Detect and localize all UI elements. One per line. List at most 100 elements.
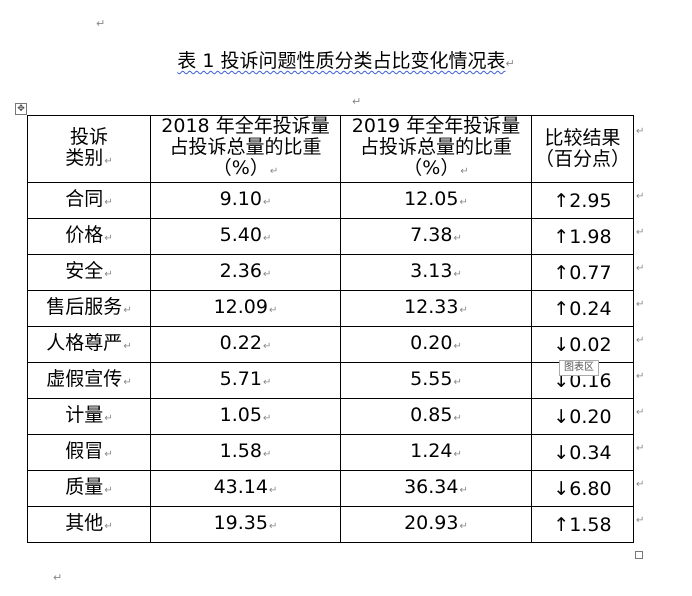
cell-end-mark: ↵ [104,412,113,424]
cell-2019[interactable]: 7.38↵ [340,218,532,255]
cell-2018[interactable]: 19.35↵ [150,506,341,543]
header-row: 投诉 类别↵ 2018 年全年投诉量 占投诉总量的比重 （%）↵ 2019 年全… [27,115,634,183]
cell-change-text: ↓0.02 [553,333,612,356]
cell-category[interactable]: 计量↵ [27,398,151,435]
cell-2018[interactable]: 5.71↵ [150,362,341,399]
cell-category[interactable]: 安全↵ [27,254,151,291]
paragraph-mark: ↵ [53,571,63,584]
table-caption: 表 1 投诉问题性质分类占比变化情况表↵ [0,46,692,73]
cell-category-text: 计量 [65,403,104,426]
cell-2019[interactable]: 1.24↵ [340,434,532,471]
cell-2018[interactable]: 2.36↵ [150,254,341,291]
header-2019[interactable]: 2019 年全年投诉量 占投诉总量的比重 （%）↵ [340,115,532,183]
cell-change[interactable]: ↓6.80 [531,470,634,507]
cell-category[interactable]: 价格↵ [27,218,151,255]
cell-change[interactable]: ↑1.58 [531,506,634,543]
cell-change[interactable]: ↑1.98 [531,218,634,255]
cell-2019-text: 7.38 [410,223,453,246]
cell-end-mark: ↵ [269,304,278,316]
cell-2018[interactable]: 12.09↵ [150,290,341,327]
header-compare[interactable]: 比较结果 （百分点） [531,115,634,183]
cell-2018[interactable]: 5.40↵ [150,218,341,255]
table-row: 合同↵ 9.10↵ 12.05↵ ↑2.95 [27,182,634,219]
cell-2018[interactable]: 1.05↵ [150,398,341,435]
cell-2019[interactable]: 12.33↵ [340,290,532,327]
row-end-mark: ↵ [636,126,645,137]
cell-change[interactable]: ↓0.34 [531,434,634,471]
paragraph-mark: ↵ [96,17,106,30]
cell-end-mark: ↵ [123,304,132,316]
cell-category-text: 虚假宣传 [46,367,123,390]
cell-2018-text: 2.36 [219,259,262,282]
cell-2018[interactable]: 43.14↵ [150,470,341,507]
cell-2019[interactable]: 20.93↵ [340,506,532,543]
cell-category-text: 安全 [65,259,104,282]
complaint-table: 投诉 类别↵ 2018 年全年投诉量 占投诉总量的比重 （%）↵ 2019 年全… [27,115,634,543]
cell-end-mark: ↵ [104,520,113,532]
cell-end-mark: ↵ [262,340,272,352]
cell-category-text: 假冒 [65,439,104,462]
cell-end-mark: ↵ [104,232,113,244]
cell-end-mark: ↵ [269,484,278,496]
cell-2018-text: 5.40 [219,223,262,246]
cell-2019-text: 0.20 [410,331,453,354]
cell-category[interactable]: 人格尊严↵ [27,326,151,363]
cell-end-mark: ↵ [123,340,132,352]
cell-category[interactable]: 质量↵ [27,470,151,507]
header-text: （百分点） [534,148,630,170]
header-text: 2019 年全年投诉量 [351,115,521,137]
table-resize-handle[interactable] [635,551,643,559]
cell-category-text: 价格 [65,223,104,246]
header-text: 比较结果 [544,127,621,149]
cell-category-text: 合同 [65,187,104,210]
cell-end-mark: ↵ [262,376,272,388]
cell-category[interactable]: 虚假宣传↵ [27,362,151,399]
cell-category-text: 售后服务 [46,295,123,318]
cell-2019[interactable]: 3.13↵ [340,254,532,291]
cell-2019[interactable]: 0.20↵ [340,326,532,363]
paragraph-mark: ↵ [505,57,515,70]
header-category[interactable]: 投诉 类别↵ [27,115,151,183]
cell-category[interactable]: 售后服务↵ [27,290,151,327]
cell-change-text: ↑1.58 [553,513,612,536]
header-2018[interactable]: 2018 年全年投诉量 占投诉总量的比重 （%）↵ [150,115,341,183]
table-row: 其他↵ 19.35↵ 20.93↵ ↑1.58 [27,506,634,543]
cell-2019[interactable]: 5.55↵ [340,362,532,399]
cell-2018-text: 9.10 [219,187,262,210]
cell-category[interactable]: 合同↵ [27,182,151,219]
cell-2019[interactable]: 0.85↵ [340,398,532,435]
cell-2018-text: 1.05 [219,403,262,426]
cell-2018-text: 1.58 [219,439,262,462]
cell-2018[interactable]: 0.22↵ [150,326,341,363]
cell-end-mark: ↵ [453,448,462,460]
cell-2019[interactable]: 12.05↵ [340,182,532,219]
header-text: （%） [212,157,269,179]
cell-end-mark: ↵ [262,448,272,460]
cell-2018[interactable]: 1.58↵ [150,434,341,471]
table-row: 假冒↵ 1.58↵ 1.24↵ ↓0.34 [27,434,634,471]
cell-change[interactable]: ↓0.02 [531,326,634,363]
cell-change[interactable]: ↓0.20 [531,398,634,435]
row-end-mark: ↵ [636,335,645,346]
cell-end-mark: ↵ [262,268,272,280]
cell-change[interactable]: ↑0.24 [531,290,634,327]
table-move-handle-icon[interactable]: ✥ [15,103,27,115]
cell-change[interactable]: ↑2.95 [531,182,634,219]
table-row: 售后服务↵ 12.09↵ 12.33↵ ↑0.24 [27,290,634,327]
cell-2018[interactable]: 9.10↵ [150,182,341,219]
cell-category-text: 质量 [65,475,104,498]
cell-category[interactable]: 其他↵ [27,506,151,543]
cell-2018-text: 19.35 [213,511,268,534]
cell-2018-text: 0.22 [219,331,262,354]
cell-2019[interactable]: 36.34↵ [340,470,532,507]
cell-end-mark: ↵ [104,268,113,280]
cell-2018-text: 43.14 [213,475,268,498]
cell-category[interactable]: 假冒↵ [27,434,151,471]
cell-2019-text: 36.34 [404,475,459,498]
header-text: （%） [403,157,460,179]
cell-2018-text: 5.71 [219,367,262,390]
row-end-mark: ↵ [636,407,645,418]
cell-2019-text: 5.55 [410,367,453,390]
header-text: 占投诉总量的比重 [169,136,322,158]
cell-change[interactable]: ↑0.77 [531,254,634,291]
